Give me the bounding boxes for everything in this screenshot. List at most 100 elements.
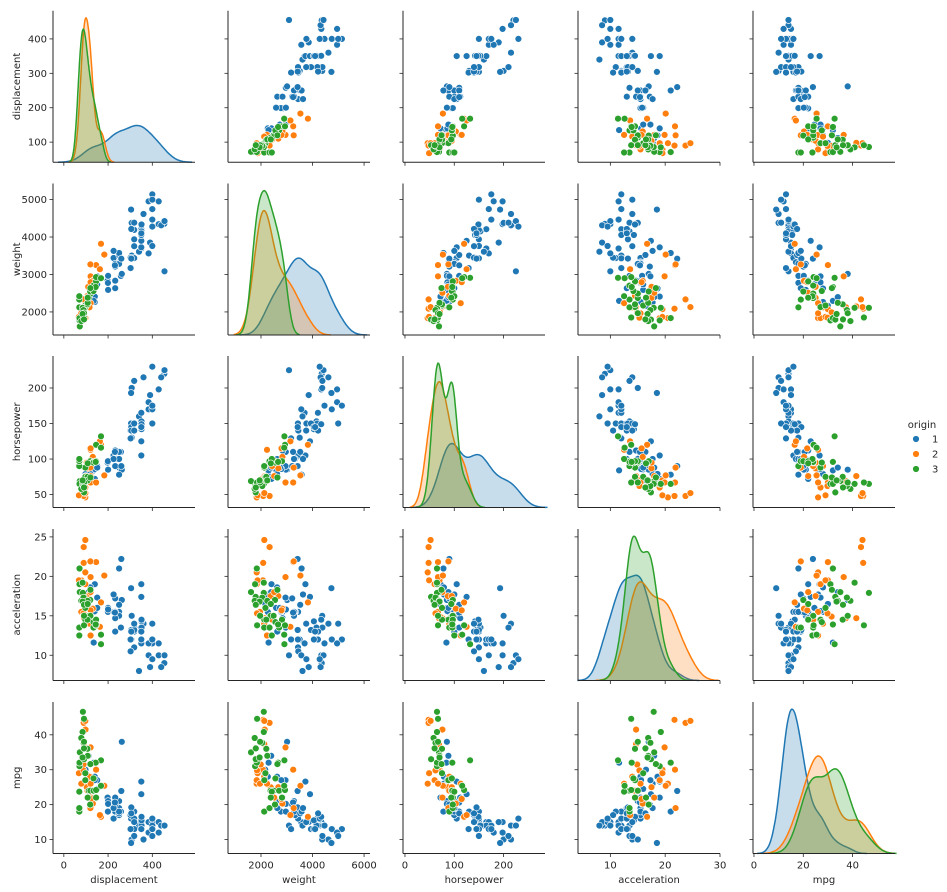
scatter-point bbox=[127, 389, 135, 397]
scatter-point bbox=[128, 612, 136, 620]
scatter-point bbox=[320, 402, 329, 410]
scatter-point bbox=[109, 590, 118, 599]
scatter-point bbox=[496, 584, 504, 592]
scatter-point bbox=[623, 229, 631, 238]
legend-title: origin bbox=[908, 420, 936, 431]
scatter-point bbox=[830, 114, 839, 123]
scatter-point bbox=[78, 728, 87, 736]
scatter-point bbox=[475, 832, 483, 840]
scatter-point bbox=[797, 260, 805, 269]
scatter-point bbox=[624, 235, 632, 244]
panel-weight-vs-acceleration bbox=[574, 183, 721, 339]
scatter-point bbox=[636, 261, 644, 269]
scatter-point bbox=[834, 463, 842, 472]
scatter-point bbox=[809, 555, 817, 563]
scatter-point bbox=[480, 667, 488, 675]
scatter-point bbox=[111, 627, 119, 636]
scatter-point bbox=[311, 52, 319, 60]
scatter-point bbox=[256, 612, 264, 620]
scatter-point bbox=[643, 240, 651, 248]
scatter-point bbox=[634, 478, 642, 487]
scatter-point bbox=[146, 391, 154, 399]
scatter-point bbox=[109, 455, 118, 463]
scatter-point bbox=[496, 839, 504, 847]
scatter-point bbox=[631, 420, 639, 428]
scatter-point bbox=[628, 832, 636, 840]
scatter-point bbox=[804, 135, 812, 144]
scatter-point bbox=[487, 215, 495, 224]
scatter-point bbox=[433, 708, 441, 716]
scatter-point bbox=[301, 580, 310, 588]
scatter-point bbox=[643, 441, 651, 449]
panel-mpg-vs-weight: 2000 4000 6000 bbox=[224, 702, 377, 872]
scatter-point bbox=[799, 131, 807, 140]
scatter-point bbox=[448, 283, 456, 291]
scatter-point bbox=[512, 16, 520, 24]
scatter-point bbox=[148, 215, 157, 224]
scatter-point bbox=[498, 197, 507, 206]
scatter-point bbox=[498, 639, 507, 648]
scatter-point bbox=[641, 744, 650, 753]
scatter-point bbox=[264, 638, 273, 647]
scatter-point bbox=[268, 631, 276, 640]
scatter-point bbox=[296, 782, 305, 790]
scatter-point bbox=[487, 190, 495, 199]
scatter-point bbox=[850, 480, 859, 488]
scatter-point bbox=[86, 444, 95, 453]
scatter-point bbox=[294, 626, 302, 634]
scatter-point bbox=[830, 640, 839, 648]
scatter-point bbox=[137, 423, 146, 431]
scatter-point bbox=[91, 620, 100, 629]
scatter-point bbox=[646, 739, 655, 747]
scatter-point bbox=[457, 299, 465, 307]
scatter-point bbox=[289, 93, 297, 101]
kde-line-origin-1 bbox=[410, 442, 548, 509]
y-tick-label: 200 bbox=[28, 383, 47, 394]
scatter-point bbox=[466, 640, 474, 648]
scatter-point bbox=[458, 606, 466, 614]
panel-acceleration-vs-acceleration bbox=[574, 529, 721, 684]
scatter-point bbox=[434, 558, 442, 566]
scatter-point bbox=[137, 790, 146, 798]
scatter-point bbox=[777, 377, 785, 385]
scatter-point bbox=[464, 825, 473, 833]
scatter-point bbox=[828, 284, 836, 292]
scatter-point bbox=[834, 299, 842, 307]
kde-line-origin-3 bbox=[770, 768, 897, 855]
scatter-point bbox=[475, 196, 483, 204]
scatter-point bbox=[790, 598, 799, 607]
scatter-point bbox=[86, 800, 94, 809]
scatter-point bbox=[78, 753, 87, 762]
scatter-point bbox=[265, 623, 274, 632]
scatter-point bbox=[137, 615, 146, 624]
scatter-point bbox=[80, 315, 88, 324]
scatter-point bbox=[438, 745, 446, 753]
scatter-point bbox=[314, 409, 322, 417]
y-axis-label-displacement: displacement bbox=[12, 53, 23, 120]
scatter-point bbox=[839, 483, 847, 492]
scatter-point bbox=[448, 774, 456, 783]
y-tick-label: 25 bbox=[34, 532, 47, 543]
y-tick-label: 4000 bbox=[22, 233, 47, 244]
scatter-point bbox=[137, 243, 146, 252]
scatter-point bbox=[425, 769, 433, 777]
scatter-point bbox=[777, 196, 785, 204]
scatter-point bbox=[137, 409, 146, 417]
scatter-point bbox=[801, 93, 809, 101]
scatter-point bbox=[495, 238, 503, 247]
scatter-point bbox=[839, 315, 847, 324]
scatter-point bbox=[280, 444, 288, 452]
scatter-point bbox=[80, 483, 88, 492]
scatter-point bbox=[324, 373, 333, 381]
scatter-point bbox=[111, 608, 119, 617]
scatter-point bbox=[628, 196, 636, 204]
scatter-point bbox=[507, 663, 515, 671]
scatter-point bbox=[311, 423, 319, 431]
scatter-point bbox=[792, 437, 800, 445]
scatter-point bbox=[627, 458, 636, 466]
scatter-point bbox=[595, 55, 604, 64]
scatter-point bbox=[625, 84, 634, 92]
scatter-point bbox=[627, 758, 636, 767]
y-tick-label: 100 bbox=[28, 455, 47, 466]
scatter-point bbox=[507, 21, 515, 29]
